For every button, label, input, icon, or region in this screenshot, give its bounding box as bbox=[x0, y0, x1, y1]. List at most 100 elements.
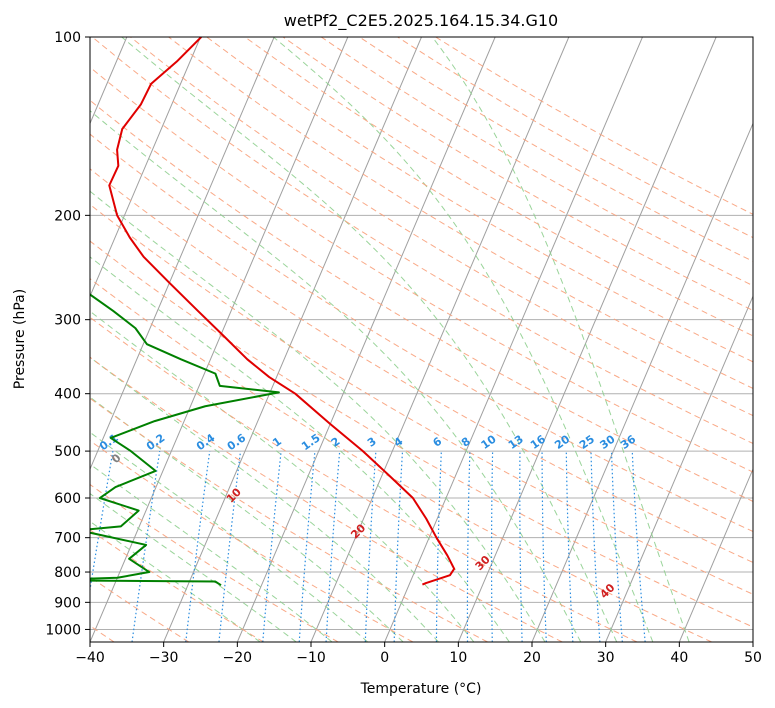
y-tick-label: 700 bbox=[54, 531, 81, 547]
x-tick-label: −20 bbox=[223, 650, 253, 666]
y-tick-label: 200 bbox=[54, 208, 81, 224]
x-tick-label: 50 bbox=[744, 650, 762, 666]
dry-adiabat-line bbox=[359, 37, 753, 262]
x-tick-label: −10 bbox=[296, 650, 326, 666]
x-tick-label: 0 bbox=[380, 650, 389, 666]
y-tick-label: 900 bbox=[54, 595, 81, 611]
dry-adiabat-label: 10 bbox=[224, 485, 244, 505]
moist-adiabat-line bbox=[90, 190, 546, 642]
x-tick-label: 40 bbox=[670, 650, 688, 666]
mixing-ratio-line bbox=[131, 451, 161, 642]
dry-adiabat-line bbox=[90, 440, 414, 642]
isotherm-line bbox=[457, 37, 717, 642]
dry-adiabat-line bbox=[90, 483, 339, 642]
dry-adiabat-label: -10 bbox=[16, 426, 39, 449]
y-tick-label: 1000 bbox=[45, 622, 81, 638]
plot-area: -100-90-80-70-60-50-40-30-20-10010203040… bbox=[16, 37, 753, 642]
dry-adiabat-line bbox=[168, 37, 753, 389]
dry-adiabat-line bbox=[90, 240, 753, 628]
chart-title: wetPf2_C2E5.2025.164.15.34.G10 bbox=[284, 11, 558, 31]
isotherm-line bbox=[236, 37, 496, 642]
dry-adiabat-line bbox=[90, 356, 563, 642]
moist-adiabat-line bbox=[90, 310, 475, 642]
y-tick-label: 800 bbox=[54, 565, 81, 581]
plot-frame bbox=[89, 36, 754, 643]
mixing-ratio-line bbox=[298, 451, 316, 642]
mixing-ratio-line bbox=[610, 451, 623, 642]
moist-adiabat-line bbox=[90, 356, 439, 642]
mixing-ratio-line bbox=[185, 451, 211, 642]
dry-adiabat-line bbox=[90, 168, 753, 563]
y-tick-label: 600 bbox=[54, 491, 81, 507]
mixing-ratio-line bbox=[519, 451, 523, 642]
mixing-ratio-label: 10 bbox=[479, 432, 499, 452]
mixing-ratio-label: 6 bbox=[430, 435, 444, 450]
mixing-ratio-label: 0.4 bbox=[194, 431, 218, 453]
x-tick-label: 30 bbox=[597, 650, 615, 666]
moist-adiabat-line bbox=[431, 37, 690, 642]
mixing-ratio-line bbox=[218, 451, 242, 642]
moist-adiabat-line bbox=[121, 37, 618, 642]
dry-adiabat-line bbox=[90, 133, 753, 533]
mixing-ratio-label: 20 bbox=[552, 432, 572, 452]
y-axis: 100 200 300 400 500 600 700 800 900 1000 bbox=[45, 30, 90, 638]
series-temperature-line bbox=[108, 37, 456, 586]
dry-adiabat-label: 20 bbox=[348, 521, 368, 541]
mixing-ratio-line bbox=[590, 451, 601, 642]
dry-adiabat-line bbox=[244, 37, 753, 337]
x-tick-label: −30 bbox=[149, 650, 179, 666]
isotherm-line bbox=[752, 640, 753, 642]
x-tick-label: −40 bbox=[75, 650, 105, 666]
isotherm-line bbox=[531, 122, 753, 642]
isotherm-line bbox=[90, 37, 349, 642]
mixing-ratio-label: 16 bbox=[528, 432, 548, 452]
isotherm-line bbox=[163, 37, 422, 642]
dry-adiabat-line bbox=[282, 37, 753, 312]
x-tick-label: 20 bbox=[523, 650, 541, 666]
x-axis-title: Temperature (°C) bbox=[360, 681, 482, 697]
y-tick-label: 500 bbox=[54, 444, 81, 460]
y-tick-label: 300 bbox=[54, 313, 81, 329]
dry-adiabat-line bbox=[130, 37, 753, 417]
series-dewpoint-line bbox=[90, 293, 280, 587]
mixing-ratio-label: 0.2 bbox=[144, 431, 167, 453]
moist-adiabats bbox=[90, 37, 690, 642]
mixing-ratio-line bbox=[435, 451, 442, 642]
sounding-series bbox=[90, 37, 456, 587]
mixing-ratio-line bbox=[631, 451, 646, 642]
mixing-ratio-label: 2 bbox=[329, 435, 343, 450]
isotherm-line bbox=[90, 37, 275, 471]
dry-adiabat-line bbox=[90, 397, 488, 642]
dry-adiabats bbox=[90, 37, 753, 642]
isobar-grid bbox=[90, 37, 753, 630]
dry-adiabat-line bbox=[90, 278, 712, 642]
isotherm-line bbox=[678, 467, 753, 642]
moist-adiabat-line bbox=[90, 256, 510, 642]
mixing-ratio-line bbox=[364, 451, 377, 642]
dry-adiabat-line bbox=[90, 529, 264, 642]
dry-adiabat-line bbox=[90, 203, 753, 595]
x-axis: −40 −30 −20 −10 0 10 20 30 40 50 bbox=[75, 642, 762, 666]
dry-adiabat-label: 40 bbox=[597, 581, 617, 601]
dry-adiabat-line bbox=[435, 37, 753, 215]
y-axis-title: Pressure (hPa) bbox=[12, 289, 28, 389]
dry-adiabat-line bbox=[90, 576, 190, 642]
mixing-ratio-label: 36 bbox=[618, 432, 638, 452]
isotherm-line bbox=[605, 295, 753, 642]
dry-adiabat-line bbox=[91, 37, 753, 445]
dry-adiabat-line bbox=[90, 316, 638, 642]
mixing-ratio-labels: 0.1 0.2 0.4 0.6 1 1.5 2 3 4 6 8 10 13 16 20 25 30 36 bbox=[97, 431, 638, 453]
x-tick-label: 10 bbox=[449, 650, 467, 666]
y-tick-label: 100 bbox=[54, 30, 81, 46]
isotherm-line bbox=[384, 37, 643, 642]
mixing-ratio-line bbox=[490, 451, 494, 642]
mixing-ratio-line bbox=[466, 451, 471, 642]
isotherm-line bbox=[90, 37, 201, 298]
moist-adiabat-line bbox=[273, 37, 654, 642]
dry-adiabat-line bbox=[90, 99, 753, 502]
mixing-ratio-label: 3 bbox=[365, 435, 379, 450]
y-tick-label: 400 bbox=[54, 387, 81, 403]
mixing-ratio-line bbox=[262, 451, 282, 642]
